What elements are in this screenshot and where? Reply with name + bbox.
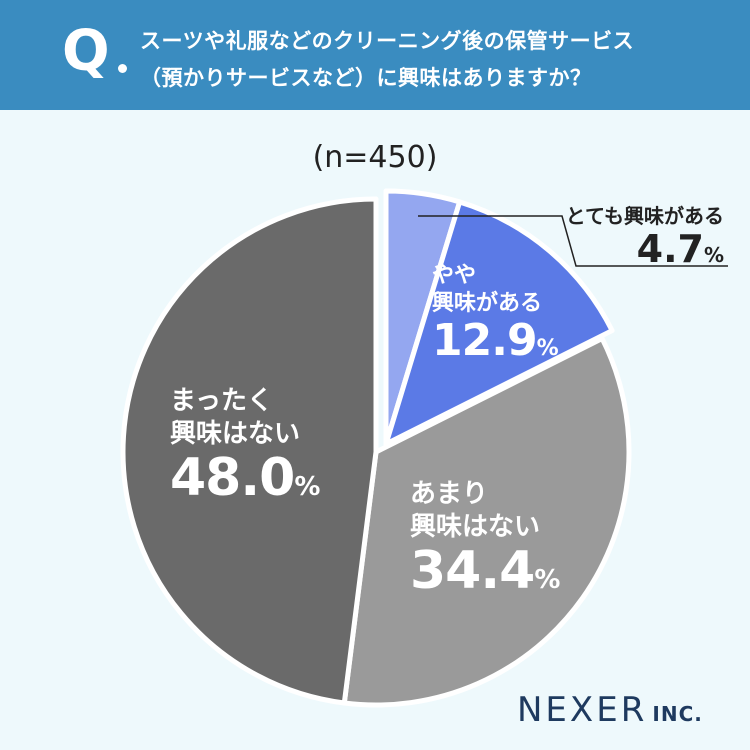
question-line-1: スーツや礼服などのクリーニング後の保管サービス <box>140 29 635 53</box>
logo-main: NEXER <box>517 690 648 730</box>
pie-slice-amari <box>341 336 632 708</box>
slice-value-mattaku: 48.0 <box>170 448 295 508</box>
slice-unit-amari: % <box>534 565 561 595</box>
slice-category-mattaku-2: 興味はない <box>170 418 301 449</box>
slice-value-totemo: 4.7 <box>636 227 704 271</box>
slice-value-amari: 34.4 <box>410 541 535 601</box>
sample-size: (n=450) <box>312 140 438 175</box>
pie-slices <box>120 188 632 708</box>
nexer-logo: NEXER INC. <box>517 690 703 730</box>
slice-category-amari-2: 興味はない <box>410 511 541 542</box>
slice-label-amari: あまり 興味はない 34.4% <box>410 478 560 600</box>
pie-slice-mattaku <box>120 196 379 706</box>
logo-sub: INC. <box>652 702 703 726</box>
slice-unit-mattaku: % <box>294 472 321 502</box>
slice-category-yaya-2: 興味がある <box>432 290 543 316</box>
question-line-2: （預かりサービスなど）に興味はありますか？ <box>140 66 592 90</box>
q-mark: Q <box>62 19 110 84</box>
leader-line-totemo <box>418 215 728 267</box>
slice-unit-totemo: % <box>703 243 724 267</box>
slice-unit-yaya: % <box>536 336 559 361</box>
q-dot <box>118 64 127 73</box>
slice-category-amari-1: あまり <box>410 479 489 509</box>
slice-label-yaya: やや 興味がある 12.9% <box>432 262 559 365</box>
slice-label-totemo: とても興味がある 4.7% <box>566 200 724 271</box>
slice-value-yaya: 12.9 <box>432 315 538 366</box>
slice-category-yaya-1: やや <box>432 263 477 288</box>
pie-slice-yaya <box>383 199 615 447</box>
question-header: Q スーツや礼服などのクリーニング後の保管サービス （預かりサービスなど）に興味… <box>0 0 750 110</box>
slice-category-totemo: とても興味がある <box>565 204 724 228</box>
slice-category-mattaku-1: まったく <box>170 386 273 416</box>
slice-label-mattaku: まったく 興味はない 48.0% <box>170 385 320 507</box>
